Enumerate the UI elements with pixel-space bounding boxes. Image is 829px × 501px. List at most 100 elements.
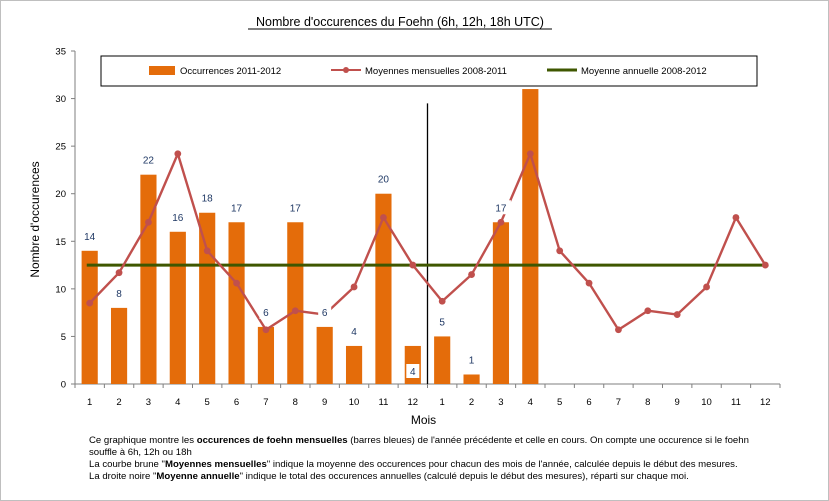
chart-caption: Ce graphique montre les occurences de fo…: [89, 435, 809, 483]
x-tick-label: 6: [586, 397, 591, 408]
monthly-mean-point: [86, 299, 94, 307]
x-tick-label: 7: [616, 397, 621, 408]
data-label-box: [285, 200, 306, 215]
x-axis-label: Mois: [411, 413, 436, 427]
monthly-mean-point: [556, 247, 564, 255]
bar: [287, 222, 304, 384]
y-tick-label: 0: [61, 380, 66, 391]
monthly-mean-point: [703, 283, 710, 291]
bar: [345, 345, 363, 384]
caption-line-3: La courbe brune "Moyennes mensuelles" in…: [89, 459, 738, 470]
monthly-mean-point: [233, 279, 240, 287]
monthly-mean-point: [585, 279, 593, 287]
data-label-box: [435, 314, 449, 329]
data-label-box: [138, 152, 159, 167]
data-label: 4: [351, 327, 357, 338]
monthly-mean-point: [203, 247, 211, 255]
x-tick-label: 4: [175, 397, 180, 408]
data-label: 22: [143, 156, 155, 167]
x-tick-label: 7: [263, 397, 268, 408]
monthly-mean-point: [732, 214, 740, 221]
caption-line-4: La droite noire "Moyenne annuelle" indiq…: [89, 471, 689, 482]
y-tick-label: 25: [55, 142, 66, 153]
chart-title: Nombre d'occurences du Foehn (6h, 12h, 1…: [256, 15, 544, 29]
bar: [228, 222, 245, 384]
legend-label-hline: Moyenne annuelle 2008-2012: [581, 66, 707, 77]
monthly-mean-point: [644, 307, 652, 315]
data-label-box: [490, 200, 511, 215]
monthly-mean-point: [350, 283, 358, 291]
data-label-box: [197, 190, 218, 205]
x-tick-label: 11: [379, 397, 389, 408]
legend-label-bar: Occurrences 2011-2012: [180, 66, 281, 77]
x-tick-label: 11: [731, 397, 741, 408]
bar: [199, 212, 216, 384]
y-tick-label: 20: [55, 189, 66, 200]
x-tick-label: 8: [293, 397, 298, 408]
bar: [257, 326, 275, 384]
x-tick-label: 3: [498, 397, 503, 408]
legend-swatch-bar: [149, 66, 175, 75]
bar: [110, 307, 128, 384]
bar: [492, 222, 510, 384]
data-label-box: [465, 352, 479, 367]
data-label-box: [79, 228, 100, 243]
bar: [81, 250, 98, 384]
data-label: 17: [495, 203, 507, 214]
x-tick-label: 10: [701, 397, 712, 408]
y-tick-label: 15: [55, 237, 66, 248]
legend-label-line: Moyennes mensuelles 2008-2011: [365, 66, 507, 77]
x-tick-label: 10: [349, 397, 360, 408]
x-tick-label: 8: [645, 397, 650, 408]
data-label: 17: [231, 203, 243, 214]
caption-line-1: Ce graphique montre les occurences de fo…: [89, 435, 749, 446]
data-label-box: [259, 304, 273, 319]
data-label-box: [347, 323, 361, 338]
x-tick-label: 12: [408, 397, 419, 408]
y-tick-label: 35: [55, 47, 66, 58]
monthly-mean-point: [115, 269, 123, 277]
monthly-mean-point: [409, 261, 417, 269]
data-label: 16: [172, 213, 184, 224]
bar: [375, 193, 392, 384]
legend-swatch-point: [343, 67, 349, 73]
monthly-mean-point: [174, 150, 182, 158]
bar: [522, 89, 539, 385]
x-tick-label: 12: [760, 397, 771, 408]
monthly-mean-line: [88, 152, 767, 331]
x-tick-label: 1: [440, 397, 445, 408]
data-label-box: [406, 364, 420, 378]
caption-line-2: souffle à 6h, 12h ou 18h: [89, 447, 192, 458]
data-label: 4: [410, 367, 416, 378]
x-tick-label: 2: [469, 397, 474, 408]
bar: [169, 231, 186, 384]
data-label-box: [167, 209, 188, 224]
data-label: 18: [202, 194, 214, 205]
data-label-box: [112, 285, 126, 300]
x-tick-label: 9: [322, 397, 327, 408]
y-tick-label: 5: [61, 332, 66, 343]
monthly-mean-point: [497, 218, 505, 226]
data-label: 1: [469, 355, 475, 366]
data-label-box: [373, 171, 394, 186]
foehn-chart: Nombre d'occurences du Foehn (6h, 12h, 1…: [28, 15, 781, 427]
x-tick-label: 5: [557, 397, 562, 408]
x-tick-label: 6: [234, 397, 239, 408]
bar: [316, 326, 333, 384]
x-tick-label: 1: [87, 397, 92, 408]
monthly-mean-point: [291, 307, 299, 315]
monthly-mean-point: [262, 326, 270, 334]
data-label: 5: [439, 317, 445, 328]
y-tick-label: 10: [55, 284, 66, 295]
monthly-mean-point: [468, 271, 475, 278]
data-label-box: [318, 304, 332, 319]
x-tick-label: 2: [116, 397, 121, 408]
bar: [463, 374, 480, 384]
data-label: 6: [322, 308, 328, 319]
x-tick-label: 3: [146, 397, 151, 408]
monthly-mean-point: [438, 297, 446, 305]
bar: [434, 336, 451, 384]
data-label: 14: [84, 232, 96, 243]
data-label: 6: [263, 308, 269, 319]
